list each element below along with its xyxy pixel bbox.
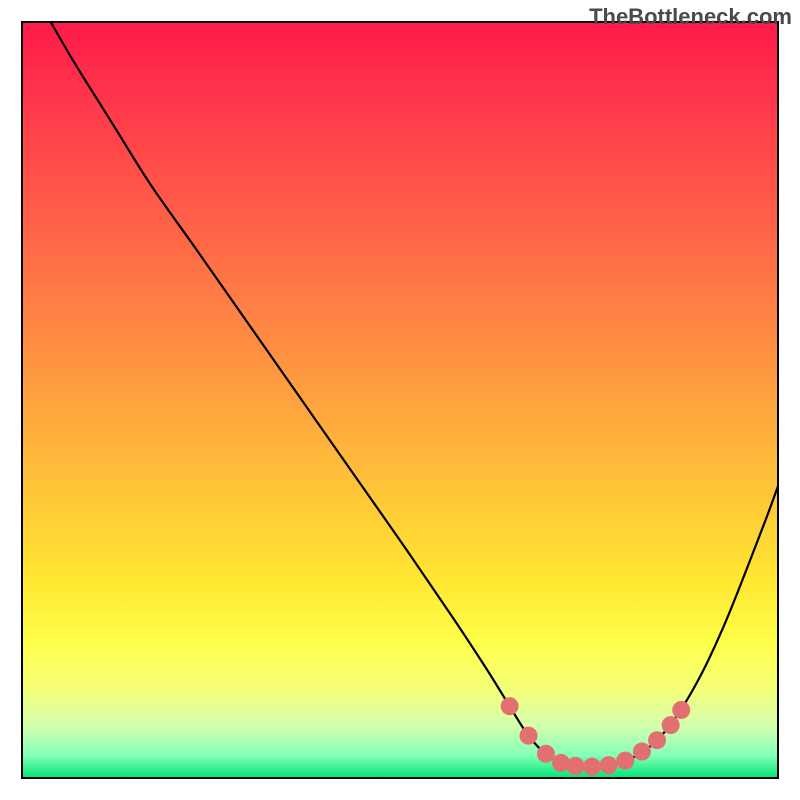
- marker-point: [672, 701, 690, 719]
- marker-point: [648, 731, 666, 749]
- chart-svg: [0, 0, 800, 800]
- marker-point: [537, 745, 555, 763]
- marker-point: [633, 743, 651, 761]
- watermark-text: TheBottleneck.com: [589, 4, 792, 30]
- marker-point: [501, 697, 519, 715]
- chart-container: TheBottleneck.com: [0, 0, 800, 800]
- marker-point: [616, 752, 634, 770]
- marker-point: [566, 757, 584, 775]
- plot-background: [22, 22, 778, 778]
- marker-point: [600, 756, 618, 774]
- marker-point: [520, 727, 538, 745]
- marker-point: [662, 716, 680, 734]
- marker-point: [583, 758, 601, 776]
